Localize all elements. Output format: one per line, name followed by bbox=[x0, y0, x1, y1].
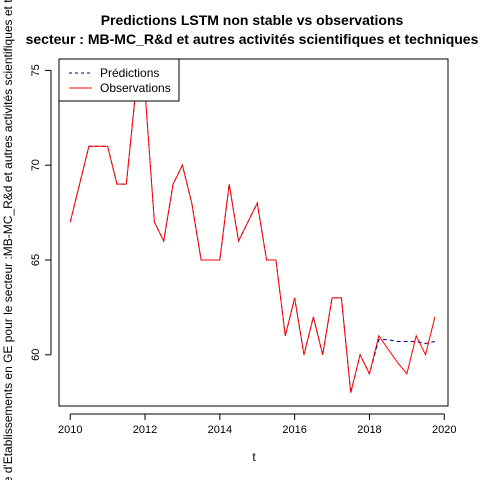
x-tick-label: 2016 bbox=[282, 424, 306, 436]
plot-area bbox=[69, 90, 436, 393]
chart-title-line-1: Predictions LSTM non stable vs observati… bbox=[101, 12, 404, 28]
legend-label-observations: Observations bbox=[100, 81, 171, 95]
y-axis-title: Nombre d'Etablissements en GE pour le se… bbox=[1, 0, 15, 480]
y-tick-label: 60 bbox=[30, 349, 42, 361]
series-line-predictions bbox=[69, 90, 436, 393]
x-tick-label: 2014 bbox=[208, 424, 232, 436]
y-tick-label: 75 bbox=[30, 64, 42, 76]
series-line-observations bbox=[69, 90, 436, 393]
x-tick-label: 2020 bbox=[432, 424, 456, 436]
x-tick-label: 2010 bbox=[58, 424, 82, 436]
axes: 2010 2012 2014 2016 2018 2020 60 65 70 75 bbox=[30, 58, 457, 436]
y-tick-label: 70 bbox=[30, 159, 42, 171]
legend-box bbox=[58, 58, 180, 102]
y-tick-label: 65 bbox=[30, 254, 42, 266]
legend-label-predictions: Prédictions bbox=[100, 66, 159, 80]
plot-frame bbox=[58, 58, 449, 407]
x-tick-label: 2018 bbox=[357, 424, 381, 436]
chart-title-line-2: secteur : MB-MC_R&d et autres activités … bbox=[26, 31, 479, 47]
x-axis-title: t bbox=[252, 450, 256, 464]
x-tick-label: 2012 bbox=[133, 424, 157, 436]
